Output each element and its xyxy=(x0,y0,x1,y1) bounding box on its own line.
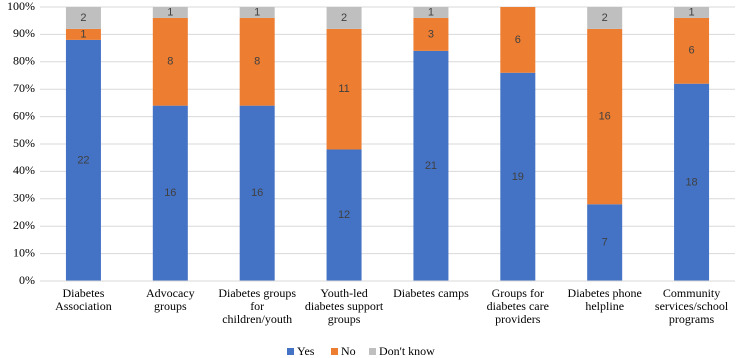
y-tick-label: 50% xyxy=(13,136,35,150)
data-label: 16 xyxy=(164,187,176,199)
data-label: 1 xyxy=(428,6,434,18)
data-label: 3 xyxy=(428,28,434,40)
data-label: 2 xyxy=(80,12,86,24)
data-label: 8 xyxy=(167,56,173,68)
x-tick-label: Diabetes groups for children/youth xyxy=(218,286,297,326)
bar-segment xyxy=(674,17,710,84)
bar-segment xyxy=(65,28,101,40)
data-label: 19 xyxy=(512,171,524,183)
data-label: 18 xyxy=(685,176,697,188)
legend-label: Yes xyxy=(297,344,315,358)
bar-segment xyxy=(65,7,101,29)
bar-segment xyxy=(152,105,188,281)
y-tick-label: 0% xyxy=(19,273,35,287)
y-tick-label: 100% xyxy=(7,0,35,13)
x-tick-label: Youth-led diabetes support groups xyxy=(304,286,384,326)
bar-segment xyxy=(326,7,362,29)
bar-segment xyxy=(413,50,449,282)
data-label: 16 xyxy=(599,111,611,123)
y-tick-label: 40% xyxy=(13,163,35,177)
x-tick-label: Community services/school programs xyxy=(654,286,729,326)
data-label: 1 xyxy=(167,6,173,18)
bar-segment xyxy=(413,7,449,18)
bar-segment xyxy=(674,83,710,281)
data-label: 1 xyxy=(689,6,695,18)
data-label: 1 xyxy=(80,28,86,40)
bar-segment xyxy=(500,7,536,73)
x-tick-label: Diabetes Association xyxy=(55,286,112,313)
data-label: 16 xyxy=(251,187,263,199)
x-tick-label: Advocacy groups xyxy=(145,286,195,313)
x-tick-label: Diabetes camps xyxy=(393,286,469,300)
data-label: 11 xyxy=(338,83,349,95)
bar-segment xyxy=(239,7,275,18)
y-tick-label: 80% xyxy=(13,54,35,68)
bar-segment xyxy=(587,204,623,281)
legend-swatch xyxy=(287,348,294,355)
legend-swatch xyxy=(331,348,338,355)
bar-segment xyxy=(326,28,362,150)
bar-segment xyxy=(239,17,275,106)
data-label: 21 xyxy=(425,160,437,172)
data-label: 1 xyxy=(254,6,260,18)
bar-segment xyxy=(500,72,536,281)
data-label: 22 xyxy=(77,154,89,166)
y-tick-label: 30% xyxy=(13,191,35,205)
legend-label: No xyxy=(341,344,356,358)
bar-segment xyxy=(587,7,623,29)
y-tick-label: 90% xyxy=(13,26,35,40)
legend-label: Don't know xyxy=(379,344,435,358)
x-tick-label: Groups for diabetes care providers xyxy=(486,286,549,326)
y-tick-label: 10% xyxy=(13,245,35,259)
data-label: 7 xyxy=(602,237,608,249)
x-tick-label: Diabetes phone helpline xyxy=(567,286,642,313)
data-label: 2 xyxy=(341,12,347,24)
bar-segment xyxy=(413,17,449,51)
data-label: 6 xyxy=(515,34,521,46)
bar-segment xyxy=(326,149,362,281)
bar-segment xyxy=(239,105,275,281)
data-label: 2 xyxy=(602,12,608,24)
y-tick-label: 60% xyxy=(13,108,35,122)
bar-segment xyxy=(674,7,710,18)
data-label: 8 xyxy=(254,56,260,68)
bar-segment xyxy=(152,7,188,18)
y-tick-label: 20% xyxy=(13,218,35,232)
y-tick-label: 70% xyxy=(13,81,35,95)
bar-segment xyxy=(587,28,623,205)
data-label: 12 xyxy=(338,209,350,221)
bar-segment xyxy=(65,39,101,281)
data-label: 6 xyxy=(689,45,695,57)
legend-swatch xyxy=(369,348,376,355)
bar-segment xyxy=(152,17,188,106)
